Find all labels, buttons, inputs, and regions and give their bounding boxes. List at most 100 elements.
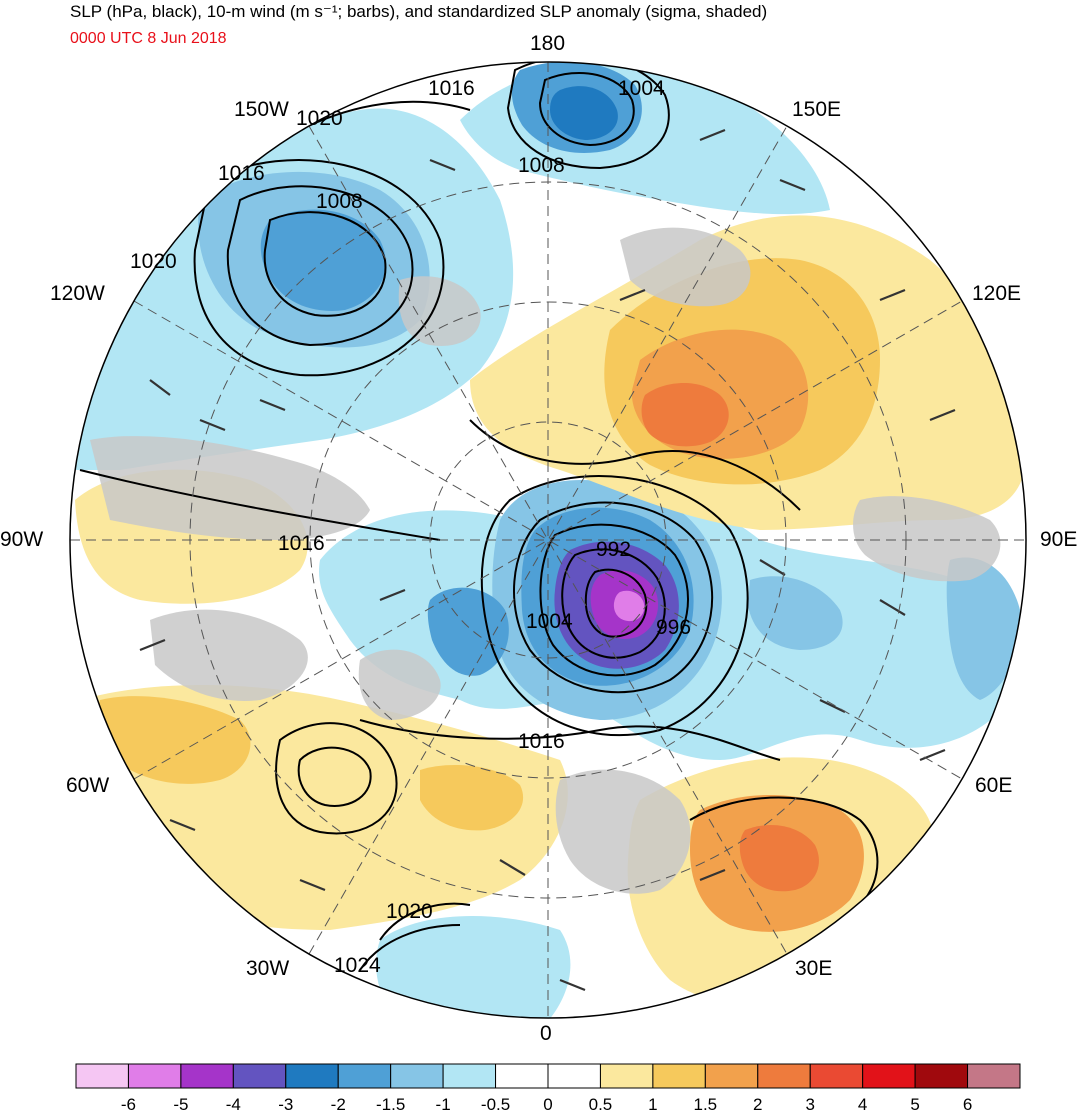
colorbar-tick-label: -1.5 [376,1095,405,1112]
lon-label-150e: 150E [792,98,841,121]
colorbar-tick-label: -5 [173,1095,188,1112]
colorbar-tick-label: 0.5 [589,1095,613,1112]
colorbar-swatch [232,1063,287,1089]
wind-barb [169,818,196,832]
wind-barb [779,178,806,192]
graticule [70,62,1026,1018]
wind-barb [619,288,646,302]
land-mask-greenland [358,649,441,720]
wind-barb [559,978,586,992]
isobar-label: 1004 [618,77,665,100]
isobar-line [689,796,879,921]
colorbar-swatch [285,1063,339,1089]
isobar-label: 1020 [296,107,343,130]
colorbar-swatch [599,1063,654,1089]
isobar-lines [79,62,879,971]
isobar-line [539,523,689,677]
colorbar-swatch [390,1063,444,1089]
lon-label-60e: 60E [975,774,1012,797]
isobar-line [538,72,635,147]
land-mask-europe [555,769,691,894]
colorbar-swatch [127,1063,182,1089]
wind-barb [429,158,456,172]
isobar-line [513,501,714,694]
wind-barb [259,398,286,412]
wind-barb [879,288,906,302]
colorbar-tick-label: -6 [121,1095,136,1112]
land-mask-north-america [90,436,370,540]
colorbar-swatch [652,1063,706,1089]
isobar-line [275,722,398,835]
isobar-line [469,419,801,511]
anomaly-region-darkblue-aleutian [260,209,386,311]
isobar-label: 1016 [278,532,325,555]
wind-barb [699,128,726,142]
isobar-label: 996 [656,616,691,639]
wind-barb [199,418,226,432]
isobar-line [79,469,441,541]
anomaly-region-orange-atlantic [98,696,251,784]
isobar-line [359,924,461,971]
lon-label-120w: 120W [50,282,105,305]
isobar-line [297,746,372,807]
anomaly-region-deeporange-siberia [641,382,729,447]
isobar-line [584,568,648,638]
longitude-labels: 180 150E 120E 90E 60E 30E 0 30W 60W 90W … [0,32,1077,1045]
wind-barbs [139,128,956,992]
colorbar-swatch [704,1063,759,1089]
isobar-line [263,211,387,317]
colorbar-tick-label: -3 [278,1095,293,1112]
colorbar-swatch [757,1063,811,1089]
lon-label-30w: 30W [246,957,289,980]
isobar-label: 1008 [518,154,565,177]
isobar-line [226,185,414,347]
isobar-label: 1020 [130,250,177,273]
isobar-line [193,159,445,377]
map-title: SLP (hPa, black), 10-m wind (m s⁻¹; barb… [70,2,768,21]
wind-barb [819,699,846,713]
colorbar-tick-label: 3 [805,1095,814,1112]
colorbar-tick-label: -4 [226,1095,241,1112]
land-mask-alaska [398,276,481,346]
colorbar-swatch [914,1063,969,1089]
isobar-line [480,475,749,737]
colorbar-tick-label: 1.5 [694,1095,718,1112]
isobar-label: 1016 [428,77,475,100]
lon-label-90w: 90W [0,528,43,551]
anomaly-region-orange-atlantic-2 [420,765,524,831]
anomaly-region-blue-east [748,576,843,650]
colorbar-swatch [495,1063,549,1089]
lon-label-90e: 90E [1040,528,1077,551]
lon-label-180: 180 [530,32,565,55]
colorbar-tick-label: 0 [543,1095,552,1112]
colorbar-tick-label: 4 [858,1095,867,1112]
colorbar-tick-label: 2 [753,1095,762,1112]
wind-barb [499,859,526,876]
colorbar-swatch [862,1063,916,1089]
map-border [69,61,1027,1019]
lon-label-120e: 120E [972,282,1021,305]
isobar-label: 1016 [518,730,565,753]
isobar-label: 992 [596,538,631,561]
land-mask-hudson [150,609,308,701]
colorbar-tick-label: 1 [648,1095,657,1112]
lon-label-60w: 60W [66,774,109,797]
anomaly-region-deeporange-russia [739,825,819,892]
colorbar-swatch [442,1063,497,1089]
map-valid-time: 0000 UTC 8 Jun 2018 [70,30,227,47]
wind-barb [149,379,171,396]
wind-barb [299,878,326,892]
lon-label-150w: 150W [234,98,289,121]
colorbar-tick-label: 5 [910,1095,919,1112]
wind-barb [699,868,726,882]
isobar-label: 1004 [526,610,573,633]
colorbar: -6 -5 -4 -3 -2 -1.5 -1 -0.5 0 0.5 1 1.5 2 3 4 5 6 [75,1063,1021,1112]
isobar-line [561,548,666,659]
anomaly-region-lightblue-atlantic [376,916,571,1018]
anomaly-region-blue-greenland [427,587,509,676]
colorbar-swatch [180,1063,234,1089]
anomaly-region-darkblue-bering [550,86,618,140]
lon-label-0: 0 [540,1022,552,1045]
colorbar-tick-label: 6 [963,1095,972,1112]
